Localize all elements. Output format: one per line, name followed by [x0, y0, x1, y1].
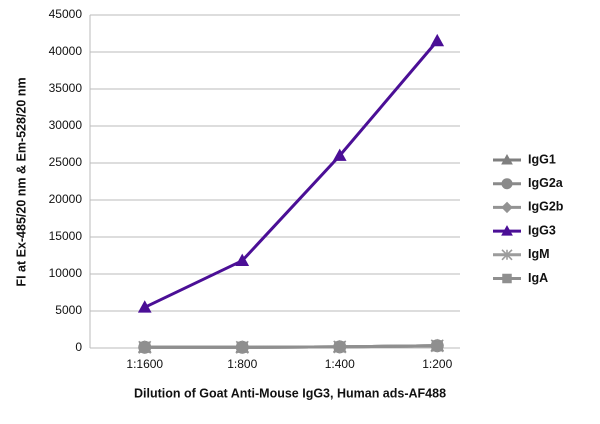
data-point [236, 341, 248, 353]
y-tick-label: 20000 [49, 192, 83, 206]
legend-label: IgM [528, 247, 550, 261]
series-line [144, 39, 439, 309]
legend-marker [501, 178, 513, 190]
y-tick-label: 15000 [49, 229, 83, 243]
x-tick-label: 1:200 [422, 357, 452, 371]
legend-label: IgG3 [528, 223, 556, 237]
x-tick-label: 1:800 [227, 357, 257, 371]
data-point [235, 253, 250, 266]
legend-marker [501, 201, 513, 214]
legend-label: IgA [528, 271, 548, 285]
y-tick-label: 40000 [49, 44, 83, 58]
y-axis-title: FI at Ex-485/20 nm & Em-528/20 nm [14, 77, 28, 286]
legend-label: IgG1 [528, 152, 556, 166]
data-point [137, 300, 152, 313]
y-tick-label: 5000 [55, 303, 82, 317]
legend-marker [502, 273, 512, 284]
legend-marker [501, 249, 513, 261]
data-point [431, 340, 443, 352]
legend-label: IgG2b [528, 200, 564, 214]
y-tick-label: 30000 [49, 118, 83, 132]
y-tick-label: 25000 [49, 155, 83, 169]
series-line [144, 344, 438, 349]
x-tick-label: 1:400 [325, 357, 355, 371]
y-tick-label: 35000 [49, 81, 83, 95]
y-tick-label: 10000 [49, 266, 83, 280]
data-point [334, 341, 346, 353]
x-axis-title: Dilution of Goat Anti-Mouse IgG3, Human … [134, 386, 446, 400]
data-point [332, 148, 347, 161]
x-tick-label: 1:1600 [126, 357, 163, 371]
data-point [430, 33, 445, 47]
data-point [139, 341, 151, 353]
y-tick-label: 0 [75, 340, 82, 354]
y-tick-label: 45000 [49, 7, 83, 21]
legend-label: IgG2a [528, 176, 564, 190]
legend-marker [501, 225, 513, 236]
legend-marker [501, 153, 513, 165]
